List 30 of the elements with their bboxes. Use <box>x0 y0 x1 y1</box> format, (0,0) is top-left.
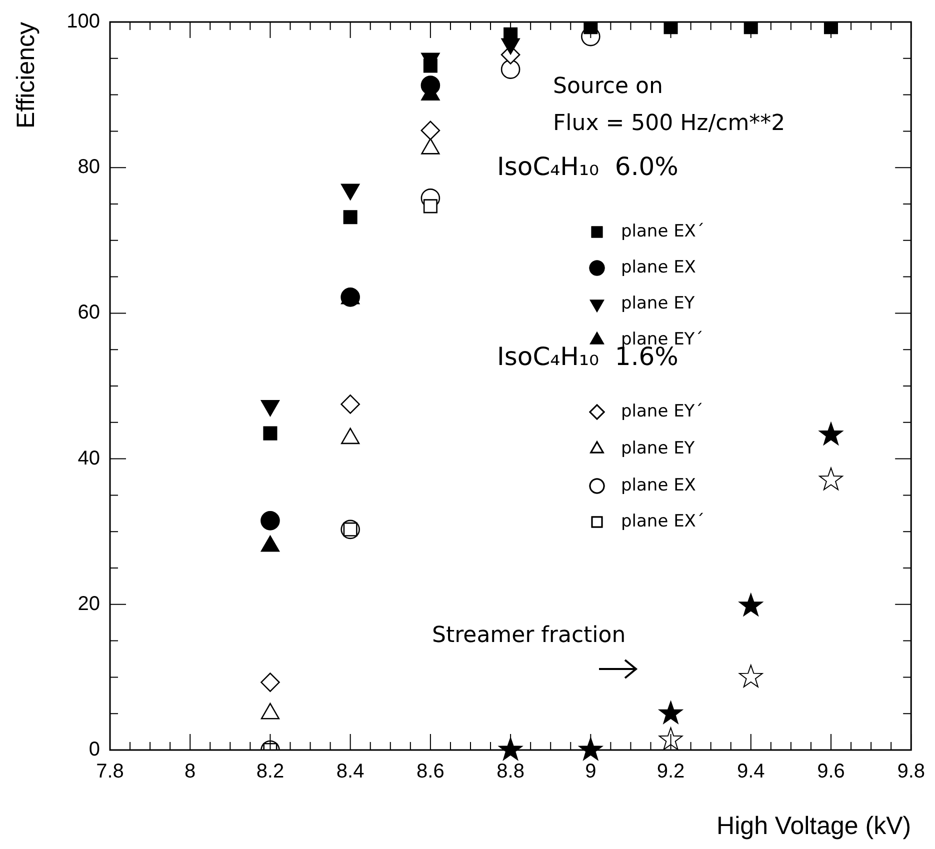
x-tick-label: 9.2 <box>656 760 685 783</box>
legend-label: plane EX <box>621 475 696 496</box>
x-tick-label: 8.8 <box>496 760 524 783</box>
x-axis-title: High Voltage (kV) <box>716 812 912 840</box>
x-tick-label: 9.8 <box>897 760 926 783</box>
y-tick-label: 100 <box>66 10 100 33</box>
x-tick-label: 8.6 <box>416 760 444 783</box>
legend-label: plane EX´ <box>621 511 704 532</box>
x-tick-label: 9.6 <box>817 760 845 783</box>
x-tick-label: 8.4 <box>336 760 364 783</box>
legend-label: plane EX <box>621 257 696 278</box>
y-tick-label: 0 <box>88 738 100 761</box>
x-tick-label: 9 <box>585 760 596 783</box>
legend-label: plane EY´ <box>621 401 704 422</box>
x-tick-label: 8.2 <box>256 760 284 783</box>
legend-label: plane EY <box>621 293 696 314</box>
y-tick-label: 40 <box>78 447 100 470</box>
annotation: Flux = 500 Hz/cm**2 <box>553 111 786 136</box>
y-axis-title: Efficiency <box>12 22 40 129</box>
annotation: Source on <box>553 74 663 99</box>
y-tick-label: 60 <box>78 302 100 324</box>
x-tick-label: 9.4 <box>736 760 765 783</box>
annotation: Streamer fraction <box>432 623 626 648</box>
legend-label: plane EX´ <box>621 221 704 242</box>
y-tick-label: 20 <box>78 592 100 615</box>
y-tick-label: 80 <box>78 156 100 178</box>
x-tick-label: 8 <box>184 760 196 783</box>
x-tick-label: 7.8 <box>96 760 124 783</box>
legend-label: plane EY <box>621 438 696 458</box>
annotation: IsoC₄H₁₀ 6.0% <box>497 152 678 181</box>
